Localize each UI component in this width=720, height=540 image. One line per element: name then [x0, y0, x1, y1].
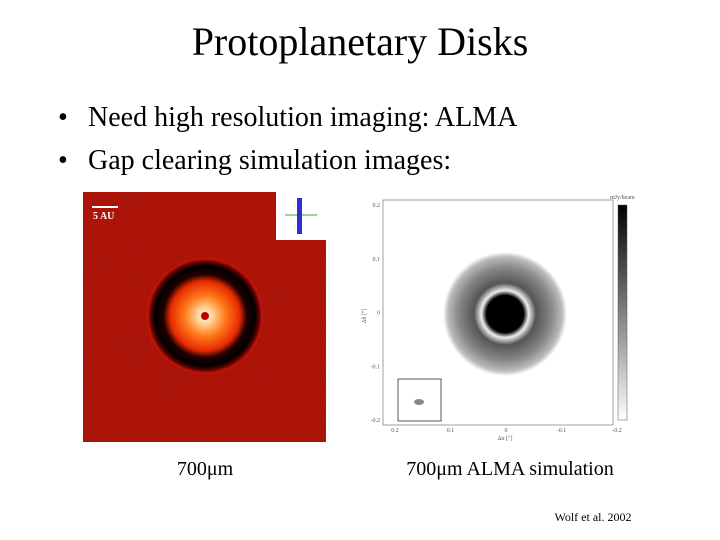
tick-label: -0.1 — [371, 364, 381, 370]
caption: 700μm — [177, 458, 234, 480]
tick-label: 0.1 — [373, 257, 381, 263]
tick-label: 0.2 — [391, 428, 399, 434]
colorbar-label: mJy/beam — [610, 195, 635, 201]
y-axis-label: Δδ ["] — [362, 309, 368, 324]
bullet-marker: • — [58, 102, 68, 133]
tick-label: 0.1 — [447, 428, 455, 434]
left-image: 5 AU — [83, 192, 326, 442]
caption: 700μm ALMA simulation — [406, 458, 613, 480]
tick-label: 0.2 — [373, 203, 381, 209]
bullet-marker: • — [58, 145, 68, 176]
title: Protoplanetary Disks — [192, 19, 529, 64]
tick-label: -0.2 — [371, 418, 381, 424]
tick-label: 0 — [505, 428, 508, 434]
scale-label: 5 AU — [93, 211, 114, 222]
tick-label: -0.2 — [612, 428, 622, 434]
tick-label: -0.1 — [557, 428, 567, 434]
x-axis-label: Δα ["] — [498, 436, 513, 442]
tick-label: 0 — [377, 311, 380, 317]
citation: Wolf et al. 2002 — [554, 510, 631, 524]
bullet: Gap clearing simulation images: — [88, 145, 451, 176]
bullet: Need high resolution imaging: ALMA — [88, 102, 518, 133]
right-image: mJy/beam Δδ ["] Δα ["] 0.2 0.1 0 -0.1 -0.2 0.… — [362, 195, 635, 442]
